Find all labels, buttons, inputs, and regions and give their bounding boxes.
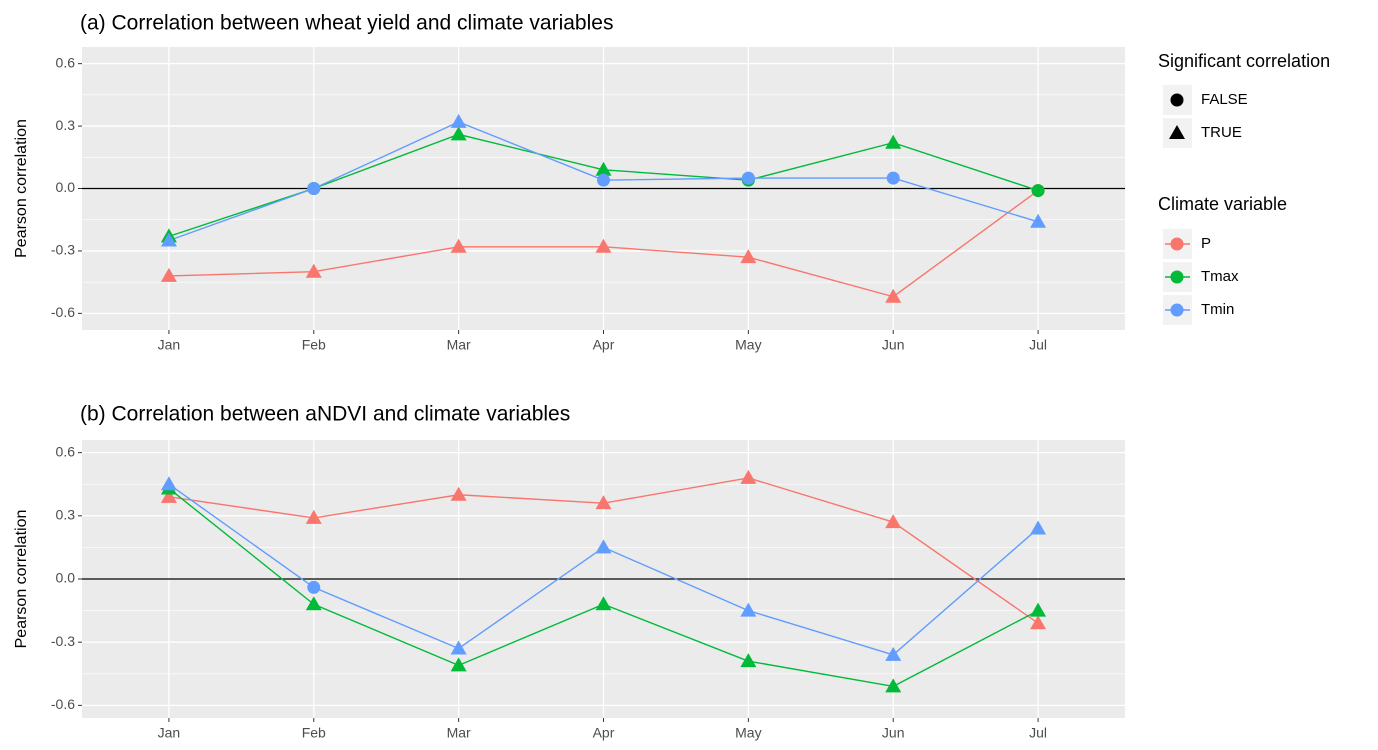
data-point (307, 182, 321, 195)
data-point (305, 509, 322, 524)
chart-title: (a) Correlation between wheat yield and … (80, 12, 613, 35)
x-tick-label: Jul (1029, 337, 1047, 353)
y-tick-label: -0.6 (51, 304, 75, 320)
legend-title: Climate variable (1158, 194, 1287, 214)
data-point (450, 486, 467, 501)
data-point (741, 171, 755, 185)
data-point (450, 640, 467, 655)
data-point (307, 580, 321, 594)
data-point (1030, 615, 1047, 630)
data-point (1030, 602, 1047, 617)
data-point (885, 514, 902, 529)
data-point (450, 657, 467, 672)
legend-symbol (1170, 270, 1184, 284)
chart-title: (b) Correlation between aNDVI and climat… (80, 403, 570, 426)
data-point (160, 267, 177, 282)
data-point (1031, 184, 1045, 198)
y-tick-label: 0.3 (56, 117, 76, 133)
data-point (595, 495, 612, 510)
x-tick-label: Apr (593, 725, 615, 741)
y-axis-title: Pearson correlation (13, 119, 30, 258)
data-point (160, 232, 177, 247)
y-tick-label: 0.6 (56, 54, 76, 70)
data-point (450, 113, 467, 128)
y-tick-label: -0.6 (51, 696, 75, 712)
legend-symbol (1169, 125, 1185, 139)
y-tick-label: 0.3 (56, 507, 76, 523)
data-point (595, 238, 612, 253)
x-tick-label: Jan (158, 725, 181, 741)
x-tick-label: Feb (302, 337, 326, 353)
data-point (740, 469, 757, 484)
x-tick-label: Apr (593, 337, 615, 353)
data-point (740, 602, 757, 617)
data-point (450, 238, 467, 253)
data-point (885, 288, 902, 303)
legend-title: Significant correlation (1158, 51, 1330, 71)
y-tick-label: 0.0 (56, 570, 76, 586)
data-point (595, 596, 612, 611)
y-axis-title: Pearson correlation (13, 510, 30, 649)
data-point (305, 596, 322, 611)
data-point (305, 263, 322, 278)
data-point (740, 653, 757, 668)
legend-label: P (1201, 235, 1211, 252)
data-point (1030, 213, 1047, 228)
data-point (160, 476, 177, 491)
y-tick-label: -0.3 (51, 242, 75, 258)
x-tick-label: Jul (1029, 725, 1047, 741)
data-point (885, 646, 902, 661)
x-tick-label: Mar (447, 725, 471, 741)
legend-label: TRUE (1201, 124, 1242, 141)
x-tick-label: Mar (447, 337, 471, 353)
data-point (597, 173, 610, 187)
x-tick-label: Jan (158, 337, 181, 353)
legend-symbol (1170, 93, 1184, 107)
data-point (885, 678, 902, 693)
data-point (595, 539, 612, 554)
x-tick-label: Jun (882, 725, 905, 741)
x-tick-label: May (735, 725, 761, 741)
y-tick-label: 0.0 (56, 179, 76, 195)
legend-label: Tmax (1201, 268, 1239, 285)
x-tick-label: May (735, 337, 761, 353)
data-point (595, 161, 612, 176)
legend-label: Tmin (1201, 301, 1234, 318)
data-point (885, 134, 902, 149)
x-tick-label: Feb (302, 725, 326, 741)
data-point (160, 488, 177, 503)
data-point (1030, 520, 1047, 535)
legend-symbol (1170, 237, 1184, 251)
x-tick-label: Jun (882, 337, 905, 353)
legend-symbol (1170, 303, 1184, 317)
legend-label: FALSE (1201, 91, 1248, 108)
data-point (886, 171, 900, 185)
data-point (740, 249, 757, 264)
y-tick-label: -0.3 (51, 633, 75, 649)
data-point (450, 126, 467, 141)
y-tick-label: 0.6 (56, 443, 76, 459)
